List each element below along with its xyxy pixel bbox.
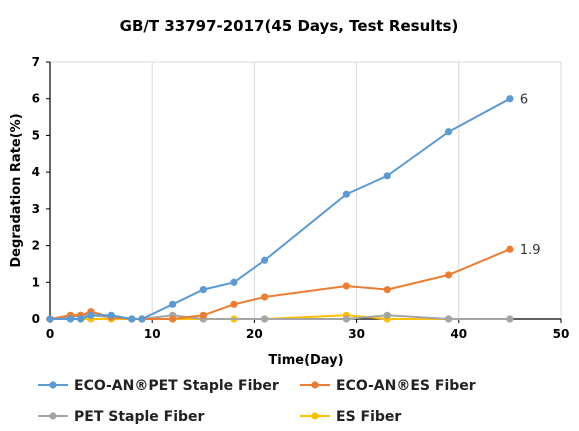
x-tick-label-1: 10 [144,327,161,341]
series-0: 6 [46,93,528,323]
data-point-0-13 [444,128,453,136]
legend-label-1: ECO-AN®ES Fiber [336,378,476,394]
data-point-1-13 [444,271,453,279]
chart-title: GB/T 33797-2017(45 Days, Test Results) [120,17,459,35]
legend-marker-0 [49,381,57,389]
legend-label-3: ES Fiber [336,409,401,425]
y-axis-label: Degradation Rate(%) [9,113,24,267]
data-point-0-14 [506,95,514,103]
legend-item-0: ECO-AN®PET Staple Fiber [38,378,279,394]
legend-item-2: PET Staple Fiber [38,409,205,425]
legend-label-2: PET Staple Fiber [74,409,205,425]
y-tick-label-2: 2 [32,239,40,253]
legend-item-1: ECO-AN®ES Fiber [300,378,476,394]
data-point-2-9 [261,315,269,323]
data-point-0-6 [138,315,146,323]
data-point-1-12 [383,286,391,294]
data-point-1-9 [230,300,238,308]
legend-marker-3 [311,412,319,420]
data-label-0: 6 [520,93,528,108]
data-point-1-7 [169,315,177,323]
x-tick-label-4: 40 [450,327,467,341]
y-tick-label-6: 6 [32,92,40,106]
legend: ECO-AN®PET Staple Fiber ECO-AN®ES Fiber PE… [38,378,476,425]
y-tick-label-0: 0 [32,312,40,326]
data-point-1-8 [199,311,207,319]
series-layer: 1.96 [46,93,541,323]
data-label-1: 1.9 [520,243,541,258]
data-point-0-11 [342,190,350,198]
data-point-2-10 [342,315,350,323]
x-tick-label-5: 50 [553,327,570,341]
data-point-0-0 [46,315,54,323]
x-axis-label: Time(Day) [268,353,343,368]
legend-label-0: ECO-AN®PET Staple Fiber [74,378,279,394]
x-tick-label-2: 20 [246,327,263,341]
y-tick-label-7: 7 [32,55,40,69]
data-point-0-3 [87,311,95,319]
x-tick-label-3: 30 [348,327,365,341]
data-point-2-11 [383,311,391,319]
data-point-0-8 [199,286,207,294]
legend-marker-2 [49,412,57,420]
data-point-1-11 [342,282,350,290]
series-1: 1.9 [46,243,541,323]
data-point-0-12 [383,172,391,180]
data-point-0-1 [66,315,75,323]
data-point-1-10 [261,293,269,301]
data-point-0-10 [261,256,269,264]
y-tick-label-3: 3 [32,202,40,216]
legend-marker-1 [311,381,319,389]
data-point-2-12 [444,315,453,323]
data-point-0-4 [107,311,115,319]
series-line-0 [50,97,511,320]
y-tick-label-5: 5 [32,128,40,142]
data-point-1-14 [506,245,514,253]
axes: 0 1 2 3 4 5 6 7 0 10 20 30 40 50 [32,55,570,341]
data-point-0-9 [230,278,238,286]
grid [49,61,562,319]
data-point-2-13 [506,315,514,323]
y-tick-label-4: 4 [32,165,40,179]
data-point-0-2 [77,315,85,323]
legend-item-3: ES Fiber [300,409,401,425]
x-tick-label-0: 0 [46,327,54,341]
data-point-0-5 [128,315,136,323]
series-line-1 [49,248,511,320]
data-point-0-7 [169,300,177,308]
y-tick-label-1: 1 [32,275,40,289]
